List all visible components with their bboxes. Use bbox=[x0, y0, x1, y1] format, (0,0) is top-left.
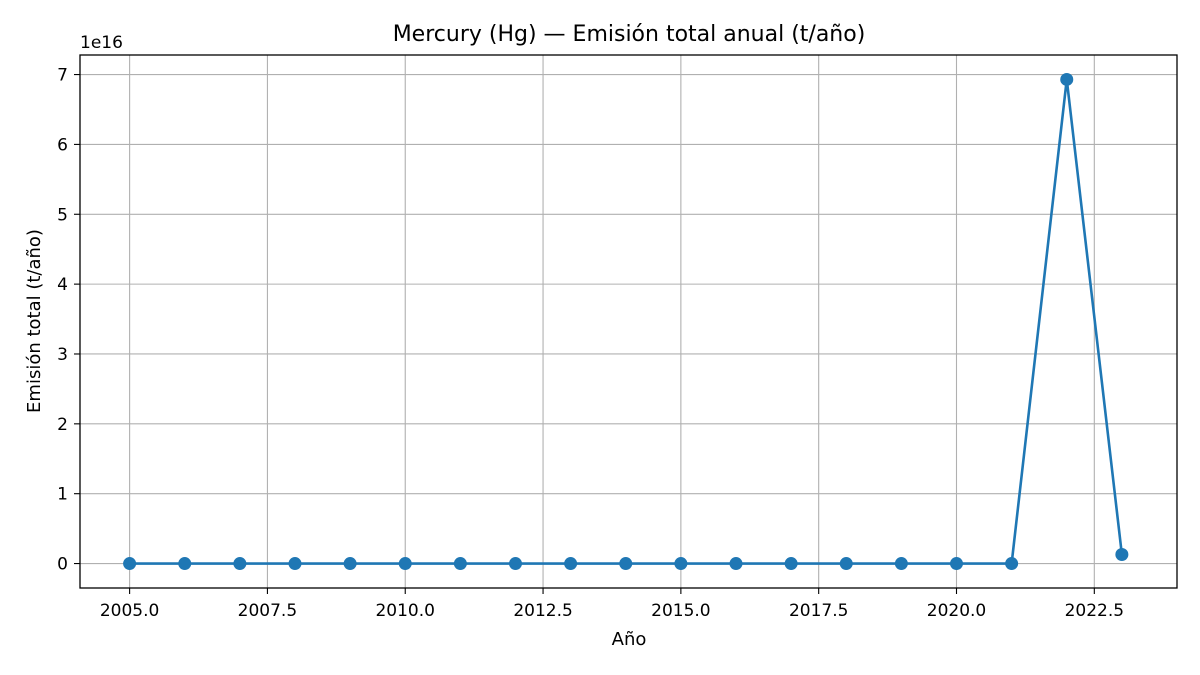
data-point bbox=[894, 557, 908, 571]
data-point bbox=[949, 557, 963, 571]
data-point bbox=[288, 557, 302, 571]
x-tick-label: 2015.0 bbox=[651, 601, 710, 621]
data-point bbox=[729, 557, 743, 571]
data-point bbox=[453, 557, 467, 571]
y-tick-label: 0 bbox=[57, 555, 68, 575]
data-point bbox=[674, 557, 688, 571]
x-tick-label: 2020.0 bbox=[927, 601, 986, 621]
data-point bbox=[1115, 547, 1129, 561]
y-axis-offset-label: 1e16 bbox=[80, 33, 123, 53]
x-tick-label: 2005.0 bbox=[100, 601, 159, 621]
y-tick-label: 7 bbox=[57, 66, 68, 86]
y-tick-label: 2 bbox=[57, 415, 68, 435]
x-tick-label: 2012.5 bbox=[513, 601, 572, 621]
x-tick-label: 2017.5 bbox=[789, 601, 848, 621]
data-point bbox=[178, 557, 192, 571]
data-point bbox=[233, 557, 247, 571]
data-point bbox=[508, 557, 522, 571]
x-axis-label: Año bbox=[612, 629, 647, 650]
chart-title: Mercury (Hg) — Emisión total anual (t/añ… bbox=[393, 22, 866, 47]
y-axis-label: Emisión total (t/año) bbox=[24, 229, 45, 413]
data-point bbox=[619, 557, 633, 571]
y-tick-label: 4 bbox=[57, 275, 68, 295]
data-point bbox=[1005, 557, 1019, 571]
y-tick-label: 5 bbox=[57, 205, 68, 225]
x-tick-label: 2007.5 bbox=[238, 601, 297, 621]
x-axis-ticks: 2005.0 2007.5 2010.0 2012.5 2015.0 2017.5 2020… bbox=[100, 588, 1124, 621]
data-point bbox=[564, 557, 578, 571]
data-point bbox=[839, 557, 853, 571]
y-tick-label: 1 bbox=[57, 485, 68, 505]
plot-frame bbox=[79, 54, 1178, 589]
y-tick-label: 6 bbox=[57, 135, 68, 155]
series-line-group bbox=[123, 72, 1129, 571]
y-tick-label: 3 bbox=[57, 345, 68, 365]
data-point bbox=[398, 557, 412, 571]
x-tick-label: 2022.5 bbox=[1065, 601, 1124, 621]
data-point bbox=[784, 557, 798, 571]
y-axis-ticks: 0 1 2 3 4 5 6 7 bbox=[57, 66, 80, 575]
data-point bbox=[123, 557, 137, 571]
data-point bbox=[1060, 72, 1074, 86]
x-tick-label: 2010.0 bbox=[375, 601, 434, 621]
grid-lines bbox=[80, 55, 1177, 588]
data-point bbox=[343, 557, 357, 571]
